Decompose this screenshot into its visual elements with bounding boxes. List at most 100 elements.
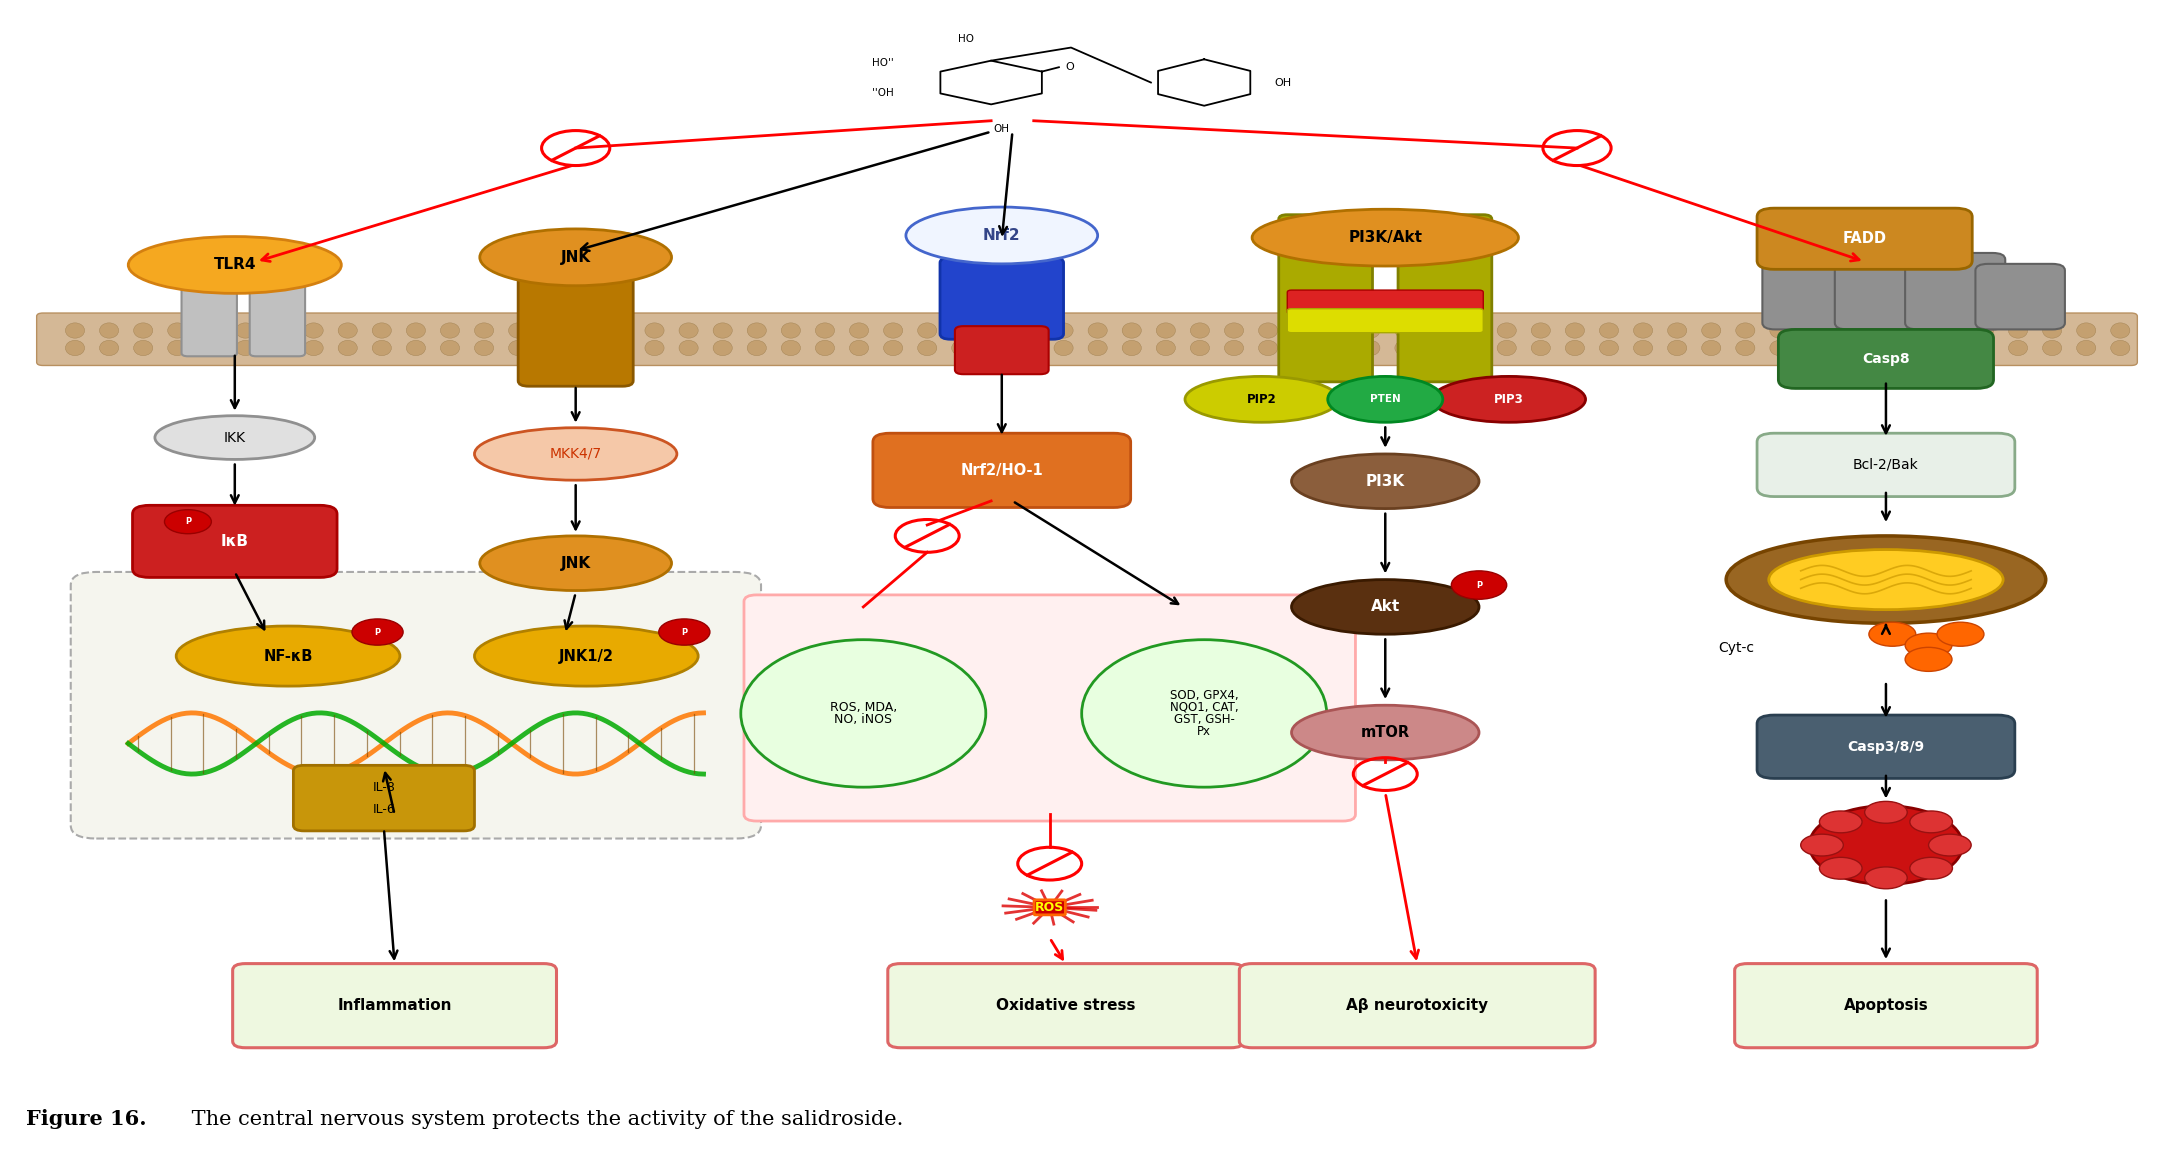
Ellipse shape <box>1083 639 1326 787</box>
Ellipse shape <box>815 323 835 338</box>
Ellipse shape <box>1185 376 1339 422</box>
Ellipse shape <box>270 340 289 355</box>
Ellipse shape <box>1252 209 1517 266</box>
Ellipse shape <box>678 340 698 355</box>
Ellipse shape <box>1770 550 2002 610</box>
Ellipse shape <box>1294 323 1311 338</box>
Ellipse shape <box>883 340 902 355</box>
Ellipse shape <box>2111 323 2131 338</box>
Text: mTOR: mTOR <box>1361 724 1409 741</box>
FancyBboxPatch shape <box>1757 715 2015 779</box>
Ellipse shape <box>1667 340 1687 355</box>
Ellipse shape <box>1837 340 1857 355</box>
Ellipse shape <box>1259 323 1278 338</box>
Ellipse shape <box>133 323 152 338</box>
Text: IκB: IκB <box>222 534 248 549</box>
Ellipse shape <box>1294 340 1311 355</box>
Text: Px: Px <box>1198 724 1211 738</box>
Ellipse shape <box>480 536 672 591</box>
Ellipse shape <box>480 229 672 285</box>
Circle shape <box>352 619 402 645</box>
Text: Oxidative stress: Oxidative stress <box>996 998 1135 1013</box>
Text: PIP2: PIP2 <box>1248 393 1276 406</box>
Ellipse shape <box>1291 454 1478 508</box>
Ellipse shape <box>304 340 324 355</box>
FancyBboxPatch shape <box>1763 262 1870 329</box>
Ellipse shape <box>1259 340 1278 355</box>
Text: JNK: JNK <box>561 555 591 570</box>
Ellipse shape <box>1122 323 1141 338</box>
Circle shape <box>1809 806 1963 884</box>
Ellipse shape <box>1633 340 1652 355</box>
Ellipse shape <box>1191 323 1209 338</box>
Text: HO'': HO'' <box>872 58 894 68</box>
Ellipse shape <box>474 340 493 355</box>
Ellipse shape <box>1565 340 1585 355</box>
Text: GST, GSH-: GST, GSH- <box>1174 713 1235 726</box>
Ellipse shape <box>1600 323 1620 338</box>
Ellipse shape <box>509 323 528 338</box>
Text: Nrf2/HO-1: Nrf2/HO-1 <box>961 462 1044 478</box>
Text: IL-6: IL-6 <box>372 803 396 815</box>
Text: JNK: JNK <box>561 250 591 264</box>
Ellipse shape <box>576 340 596 355</box>
Ellipse shape <box>1054 340 1074 355</box>
Text: O: O <box>1065 62 1074 72</box>
Ellipse shape <box>167 340 187 355</box>
Ellipse shape <box>1326 323 1346 338</box>
Ellipse shape <box>1702 340 1722 355</box>
Ellipse shape <box>270 323 289 338</box>
Circle shape <box>1937 622 1985 646</box>
Circle shape <box>1820 858 1863 880</box>
Ellipse shape <box>883 323 902 338</box>
Ellipse shape <box>544 340 561 355</box>
Ellipse shape <box>1837 323 1857 338</box>
Ellipse shape <box>1804 340 1824 355</box>
Text: OH: OH <box>1274 77 1291 87</box>
Ellipse shape <box>1735 323 1754 338</box>
FancyBboxPatch shape <box>293 766 474 830</box>
Text: P: P <box>680 628 687 637</box>
FancyBboxPatch shape <box>939 258 1063 339</box>
Ellipse shape <box>339 323 357 338</box>
Circle shape <box>1909 811 1952 833</box>
Ellipse shape <box>1872 323 1891 338</box>
Ellipse shape <box>1770 340 1789 355</box>
Ellipse shape <box>339 340 357 355</box>
FancyBboxPatch shape <box>1239 964 1596 1048</box>
FancyBboxPatch shape <box>517 233 633 386</box>
Text: Bcl-2/Bak: Bcl-2/Bak <box>1852 458 1920 472</box>
Ellipse shape <box>65 323 85 338</box>
Text: TLR4: TLR4 <box>213 258 257 273</box>
Text: Nrf2: Nrf2 <box>983 228 1020 243</box>
Text: JNK1/2: JNK1/2 <box>559 649 613 664</box>
Ellipse shape <box>815 340 835 355</box>
Ellipse shape <box>1633 323 1652 338</box>
Ellipse shape <box>2044 323 2061 338</box>
Ellipse shape <box>748 340 767 355</box>
Text: PIP3: PIP3 <box>1494 393 1524 406</box>
Text: MKK4/7: MKK4/7 <box>550 447 602 461</box>
Text: Casp8: Casp8 <box>1863 352 1909 366</box>
FancyBboxPatch shape <box>1904 253 2004 329</box>
Ellipse shape <box>1428 323 1448 338</box>
Ellipse shape <box>176 626 400 687</box>
FancyBboxPatch shape <box>1287 308 1483 332</box>
Ellipse shape <box>907 207 1098 263</box>
Ellipse shape <box>1291 580 1478 635</box>
Ellipse shape <box>407 323 426 338</box>
Ellipse shape <box>713 340 733 355</box>
Text: PI3K/Akt: PI3K/Akt <box>1348 230 1422 245</box>
Ellipse shape <box>1020 340 1039 355</box>
Ellipse shape <box>611 323 630 338</box>
Text: ROS: ROS <box>1035 900 1065 914</box>
Text: Inflammation: Inflammation <box>337 998 452 1013</box>
Text: OH: OH <box>994 124 1009 135</box>
Ellipse shape <box>748 323 767 338</box>
Ellipse shape <box>1498 340 1515 355</box>
Ellipse shape <box>235 323 254 338</box>
Ellipse shape <box>128 237 341 293</box>
Ellipse shape <box>1122 340 1141 355</box>
Circle shape <box>165 509 211 534</box>
Text: P: P <box>1476 581 1483 590</box>
